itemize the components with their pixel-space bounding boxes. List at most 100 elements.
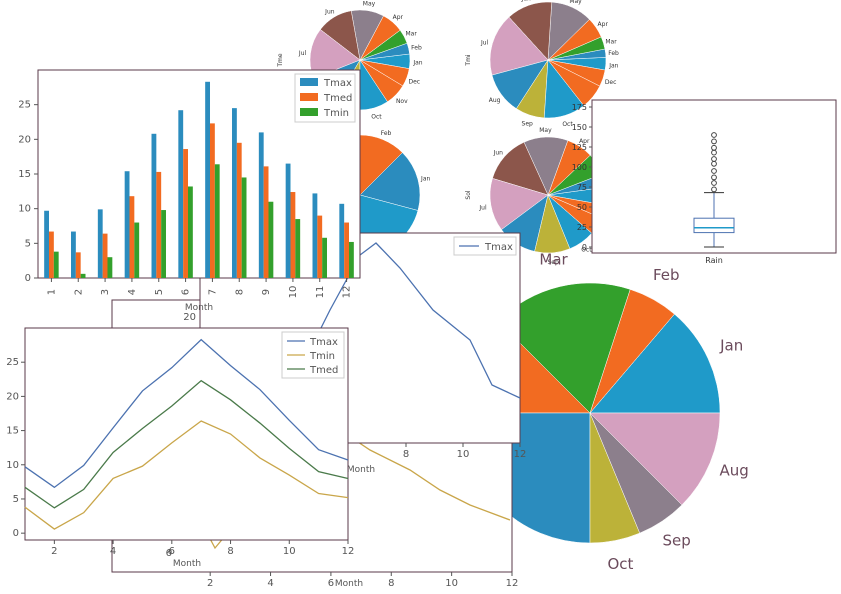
bar-ytick-label: 5 (25, 238, 31, 249)
bar-chart: 1 2 3 4 5 6 7 8 9 10 11 120510152025MonthTmaxTmedTm… (18, 69, 361, 313)
boxplot-outlier (711, 174, 717, 181)
pie-tmi-slice-jul (489, 16, 549, 76)
line-front-xtick-label: 8 (227, 546, 233, 557)
bar-tmin-12 (348, 241, 354, 278)
boxplot-outlier (711, 186, 717, 193)
line-tmax-ytick-label: 20 (183, 312, 196, 323)
boxplot-outlier (711, 144, 717, 151)
legend-entry-tmin: Tmin (309, 351, 335, 362)
bar-xtick-label: 4 (127, 289, 138, 295)
pie-big-label-sep: Sep (663, 532, 691, 550)
pie-tmi-label-mar: Mar (605, 38, 617, 45)
line-back-xtick-label: 10 (445, 578, 458, 589)
pie-sol-label-jun: Jun (493, 150, 504, 157)
pie-tmi-label-jun: Jun (520, 0, 531, 3)
line-back-xtick-label: 2 (207, 578, 213, 589)
boxplot-box (693, 217, 735, 234)
boxplot-ytick-label: 150 (572, 123, 587, 132)
line-front-ytick-label: 25 (6, 357, 19, 368)
legend-swatch-tmed (300, 93, 318, 101)
boxplot-outlier (711, 180, 717, 186)
line-back-xtick-label: 8 (388, 578, 394, 589)
pie-mid-slice-jan (359, 152, 421, 211)
pie-tmi-label-jul: Jul (480, 39, 489, 46)
pie-tmi-label-feb: Feb (608, 50, 619, 57)
bar-xtick-label: 7 (207, 289, 218, 295)
line-tmax-xlabel: Month (347, 465, 375, 475)
pie-big-label-mar: Mar (539, 250, 568, 268)
bar-tmin-8 (241, 177, 247, 278)
bar-ytick-label: 15 (18, 169, 31, 180)
bar-tmax-7 (205, 81, 211, 278)
bar-tmin-9 (268, 201, 274, 278)
bar-tmax-12 (339, 203, 345, 278)
boxplot-ytick-label: 75 (577, 183, 587, 192)
bar-xtick-label: 9 (261, 289, 272, 295)
line-front-ytick-label: 0 (13, 528, 19, 539)
line-front-ytick-label: 15 (6, 426, 19, 437)
pie-sol: JanFebMarAprMayJunJulAugSepOctNovDecSol (465, 127, 619, 266)
pie-big-label-feb: Feb (653, 266, 680, 284)
boxplot-frame (591, 99, 837, 254)
pie-sol-slice-jul (489, 178, 549, 230)
pie-tmi-label-jan: Jan (608, 62, 618, 69)
bar-tmin-11 (322, 237, 327, 278)
bar-xtick-label: 5 (154, 289, 165, 295)
line-front-xtick-label: 6 (169, 546, 175, 557)
pie-tmi-slice-dec (547, 59, 606, 87)
pie-big-label-aug: Aug (719, 462, 748, 480)
boxplot-rain: 0 25 50 75 100 125 150 175 Rain (572, 99, 837, 265)
bar-tmin-2 (80, 273, 86, 278)
bar-xtick-label: 8 (234, 289, 245, 295)
pie-tme-label-dec: Dec (408, 78, 420, 85)
pie-mid-label-jan: Jan (420, 175, 430, 182)
boxplot-outlier (711, 138, 717, 145)
line-back-ytick-label: 0 (168, 549, 172, 556)
bar-tmax-1 (44, 210, 50, 278)
bar-tmed-2 (75, 252, 81, 278)
bar-xtick-label: 6 (181, 289, 192, 295)
bar-tmin-4 (134, 222, 140, 278)
line-back-ytick-label: 6 (166, 548, 172, 559)
pie-tme-label-nov: Nov (396, 98, 408, 105)
pie-sol-label-jul: Jul (478, 204, 487, 211)
bar-tmed-11 (317, 215, 323, 278)
bar-tmed-6 (183, 149, 188, 278)
bar-tmin-6 (187, 186, 193, 278)
bar-tmax-6 (178, 110, 184, 278)
line-front-xtick-label: 4 (110, 546, 116, 557)
pie-tme-label-mar: Mar (405, 31, 417, 38)
line-front-series-tmed (24, 379, 349, 509)
bar-xtick-label: 3 (100, 289, 111, 295)
bar-tmed-10 (290, 192, 296, 278)
pie-big-label-oct: Oct (607, 555, 633, 573)
bar-tmed-7 (210, 123, 215, 279)
pie-tme-slice-dec (359, 59, 410, 87)
bar-tmax-8 (232, 108, 237, 278)
pie-tmi-label-may: May (569, 0, 582, 5)
bar-tmed-5 (156, 171, 162, 278)
line-back-xlabel: Month (335, 579, 363, 589)
boxplot-category-label: Rain (705, 256, 723, 265)
line-front: 2 4 6 8 10 12 0 5 10 15 20 25 Month Tmax Tmin Tmed (6, 327, 354, 569)
legend-entry-tmax: Tmax (323, 78, 352, 89)
bar-tmin-5 (161, 210, 166, 278)
line-front-series-tmin (24, 420, 349, 530)
pie-tmi-label-apr: Apr (598, 21, 609, 28)
bar-tmed-1 (49, 231, 54, 278)
pie-tmi: JanFebMarAprMayJunJulAugSepOctNovDecTmi (465, 0, 619, 128)
legend-entry-tmin: Tmin (323, 108, 349, 119)
bar-tmax-10 (285, 163, 291, 278)
line-back-xtick-label: 6 (328, 578, 334, 589)
boxplot-ytick-label: 50 (577, 203, 587, 212)
pie-sol-label-apr: Apr (579, 138, 590, 145)
pie-sol-label-may: May (539, 127, 552, 134)
boxplot-ytick-label: 125 (572, 143, 587, 152)
pie-tmi-label-dec: Dec (605, 79, 617, 86)
bar-tmed-4 (129, 196, 135, 278)
pie-tme-label-oct: Oct (371, 114, 382, 121)
pie-big-slice-aug (589, 412, 721, 506)
legend-swatch-tmin (300, 108, 318, 116)
bar-tmax-2 (71, 231, 76, 278)
bar-xtick-label: 2 (73, 289, 84, 295)
